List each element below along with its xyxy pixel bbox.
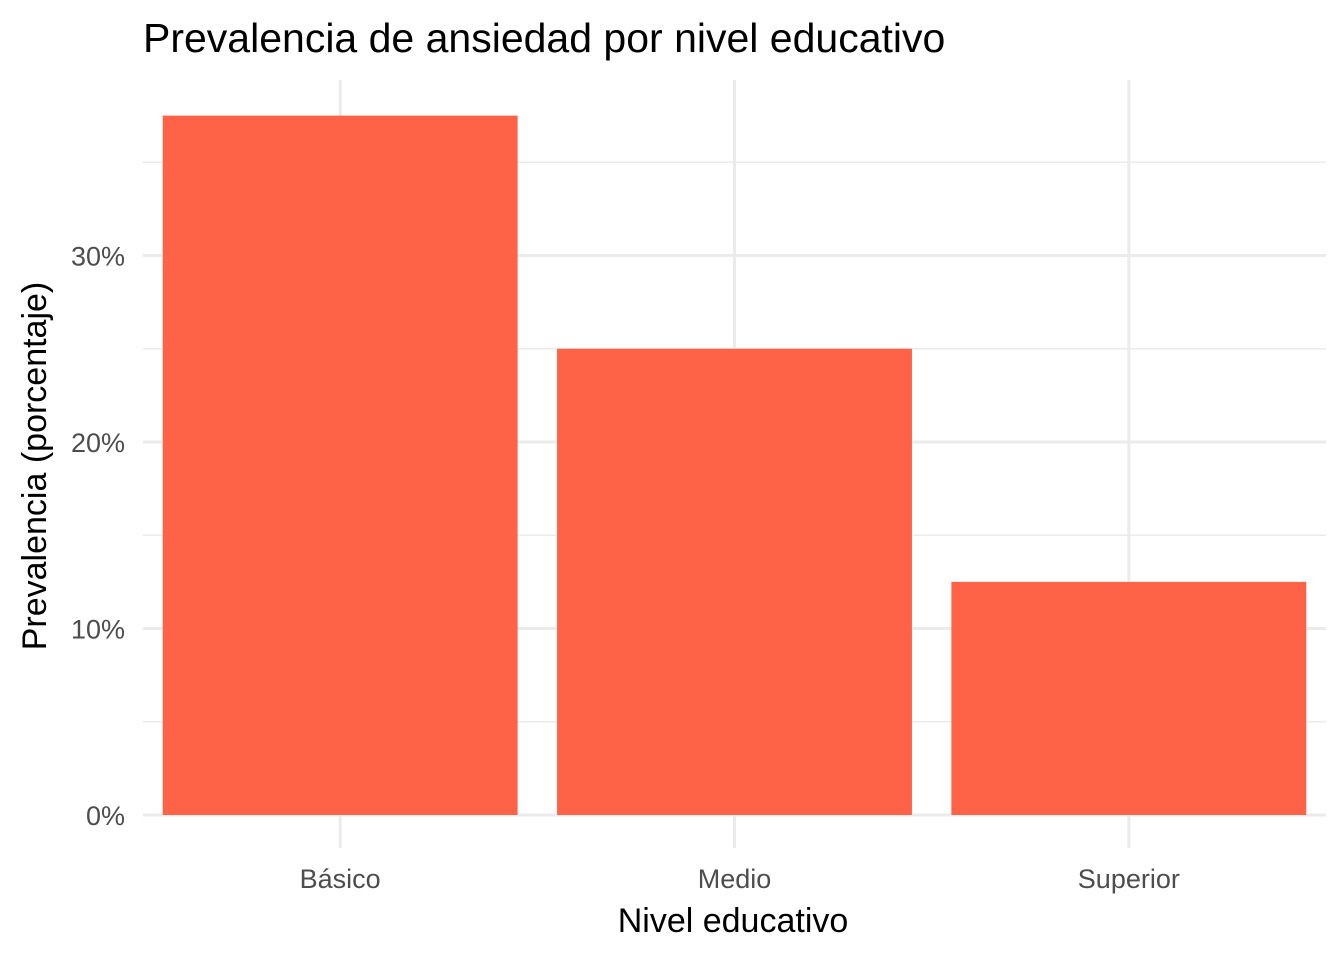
bar-superior: [951, 581, 1307, 815]
x-axis-ticks: Básico Medio Superior: [300, 864, 1180, 894]
bars: [162, 115, 1307, 815]
x-tick-label: Básico: [300, 864, 381, 894]
y-tick-label: 20%: [71, 428, 125, 458]
x-axis-title: Nivel educativo: [618, 902, 849, 940]
y-axis-ticks: 0% 10% 20% 30%: [71, 242, 125, 832]
y-axis-title: Prevalencia (porcentaje): [16, 282, 54, 651]
bar-basico: [162, 115, 518, 815]
x-tick-label: Superior: [1078, 864, 1180, 894]
x-tick-label: Medio: [698, 864, 772, 894]
y-tick-label: 0%: [86, 801, 125, 831]
y-tick-label: 30%: [71, 242, 125, 272]
chart-title: Prevalencia de ansiedad por nivel educat…: [143, 15, 945, 61]
y-tick-label: 10%: [71, 615, 125, 645]
bar-medio: [557, 348, 912, 815]
